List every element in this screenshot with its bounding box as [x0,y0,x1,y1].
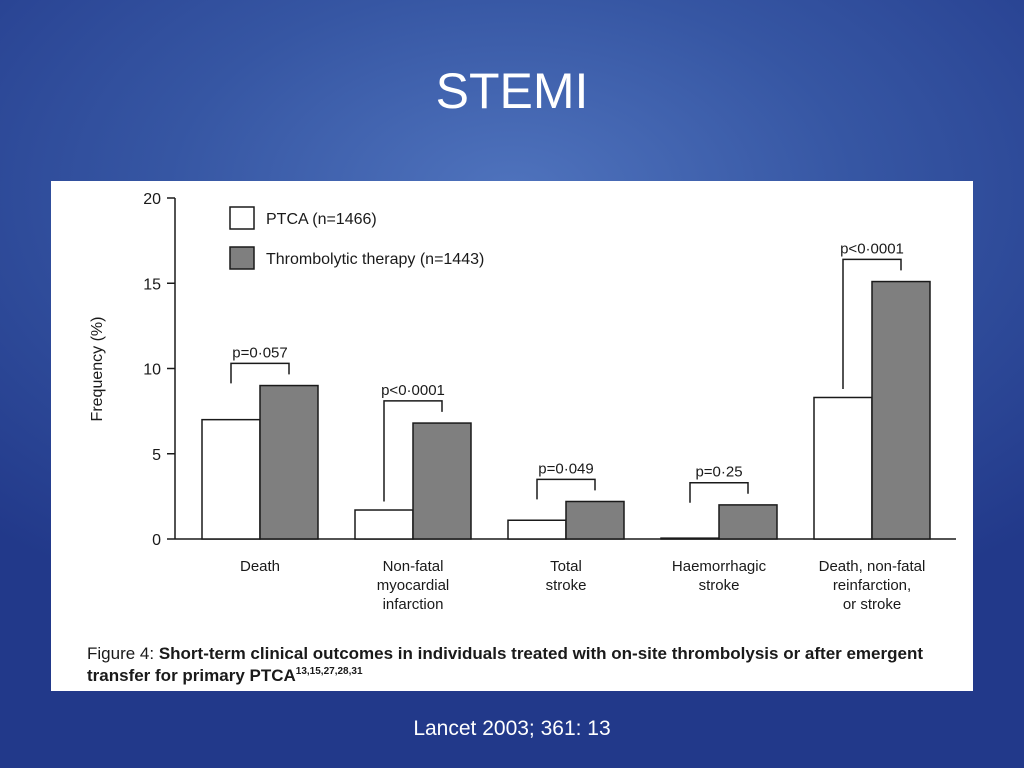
bar-thrombolytic [718,504,778,540]
category-label: myocardial [377,577,450,594]
slide-title: STEMI [435,63,589,119]
legend-label: PTCA (n=1466) [266,211,377,228]
y-tick-label: 0 [152,532,161,549]
category-label: or stroke [843,596,901,613]
legend-swatch-ptca [229,206,255,230]
bar-thrombolytic [871,280,931,540]
category-label: stroke [546,577,587,594]
y-tick-label: 10 [143,362,161,379]
category-label: Death, non-fatal [819,558,926,575]
bar-thrombolytic [565,500,625,540]
legend-label: Thrombolytic therapy (n=1443) [266,251,484,268]
citation: Lancet 2003; 361: 13 [413,717,611,740]
p-value-label: p<0·0001 [381,382,445,399]
y-tick-label: 5 [152,447,161,464]
category-label: Haemorrhagic [672,558,767,575]
category-label: Non-fatal [383,558,444,575]
bar-ptca [507,519,567,540]
bar-ptca [813,396,873,540]
category-label: Total [550,558,582,575]
significance-bracket [536,478,596,500]
category-label: reinfarction, [833,577,911,594]
figure-panel: 0 5 10 15 20 Frequency (%) p=0·057 Death p<0·000… [51,181,973,691]
caption-text: Short-term clinical outcomes in individu… [87,644,924,685]
figure-caption: Figure 4: Short-term clinical outcomes i… [87,643,967,687]
p-value-label: p=0·25 [695,464,742,481]
y-axis-label: Frequency (%) [89,317,106,422]
significance-bracket [842,258,902,389]
bar-ptca [201,418,261,540]
bar-chart: 0 5 10 15 20 Frequency (%) p=0·057 Death p<0·000… [89,191,956,613]
bar-thrombolytic [259,384,319,540]
caption-prefix: Figure 4: [87,644,159,663]
bar-ptca [660,537,720,540]
p-value-label: p=0·057 [232,344,287,361]
bar-ptca [354,509,414,540]
caption-refs: 13,15,27,28,31 [295,666,363,677]
category-label: stroke [699,577,740,594]
y-tick-label: 20 [143,191,161,208]
category-label: Death [240,558,280,575]
p-value-label: p=0·049 [538,460,593,477]
significance-bracket [383,400,443,502]
p-value-label: p<0·0001 [840,240,904,257]
y-tick-label: 15 [143,276,161,293]
category-label: infarction [383,596,444,613]
bar-thrombolytic [412,422,472,540]
legend-swatch-thrombolytic [229,246,255,270]
significance-bracket [230,362,290,384]
significance-bracket [689,481,749,503]
